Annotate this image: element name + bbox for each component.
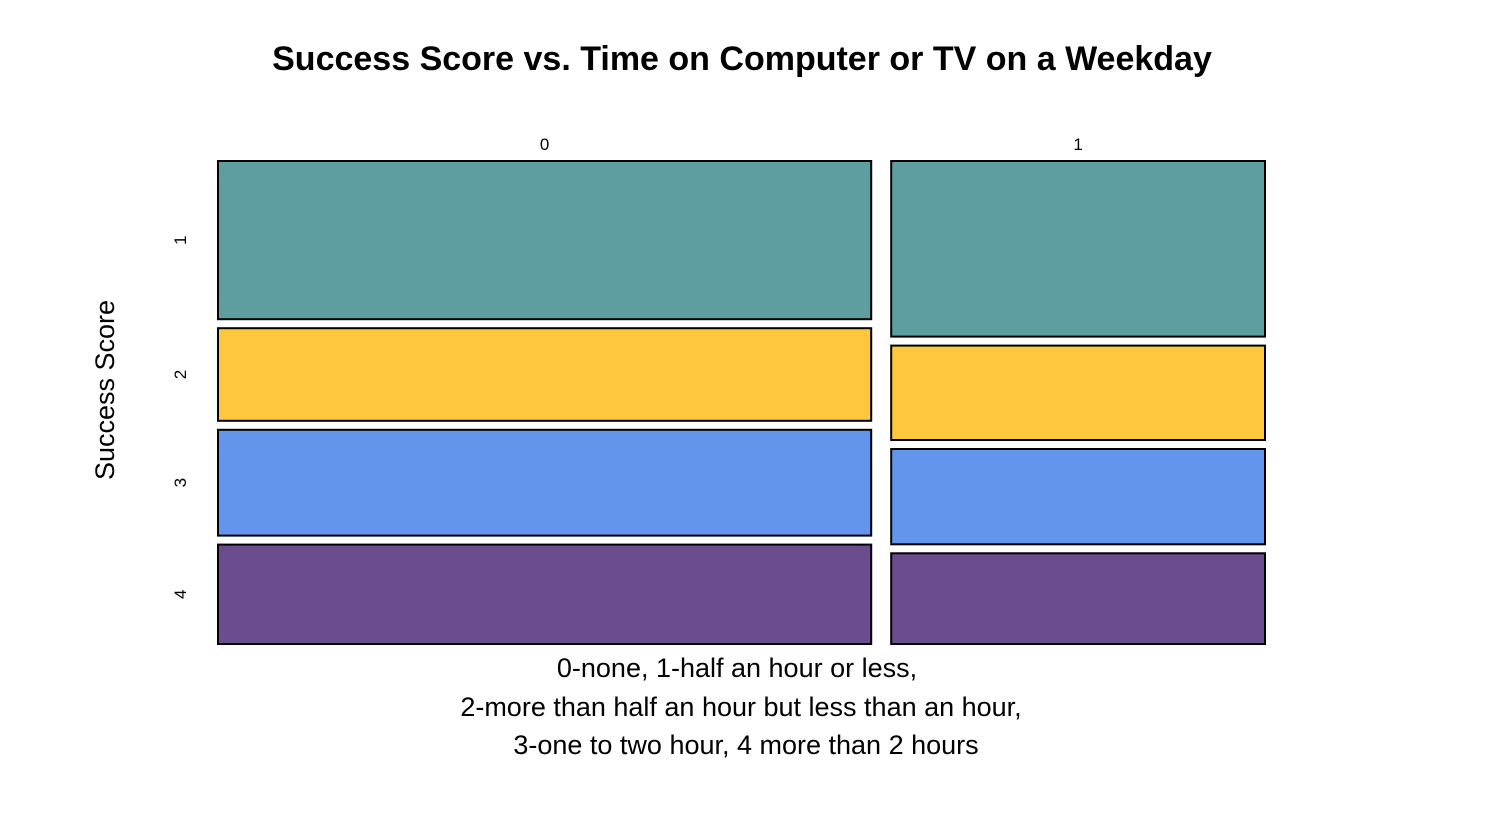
x-axis-label-line-3: 3-one to two hour, 4 more than 2 hours [513, 730, 978, 760]
mosaic-cell-col1-row4 [890, 552, 1266, 645]
y-axis-label: Success Score [90, 300, 120, 480]
mosaic-cell-col0-row3 [217, 428, 873, 537]
row-tick-label-2: 2 [171, 370, 190, 379]
chart-title: Success Score vs. Time on Computer or TV… [272, 40, 1212, 78]
row-tick-label-1: 1 [171, 235, 190, 244]
row-tick-labels: 1 2 3 4 [171, 235, 190, 599]
row-tick-label-4: 4 [171, 590, 190, 599]
x-axis-label-line-1: 0-none, 1-half an hour or less, [557, 653, 917, 683]
mosaic-cell-col1-row1 [890, 160, 1266, 338]
mosaic-cell-col1-row3 [890, 448, 1266, 546]
mosaic-cell-col1-row2 [890, 344, 1266, 442]
mosaic-cell-col0-row4 [217, 543, 873, 645]
mosaic-cells [217, 160, 1266, 645]
column-tick-label-0: 0 [540, 135, 549, 154]
mosaic-cell-col0-row2 [217, 327, 873, 422]
row-tick-label-3: 3 [171, 478, 190, 487]
x-axis-label-line-2: 2-more than half an hour but less than a… [460, 692, 1021, 722]
column-tick-label-1: 1 [1073, 135, 1082, 154]
mosaic-cell-col0-row1 [217, 160, 873, 321]
